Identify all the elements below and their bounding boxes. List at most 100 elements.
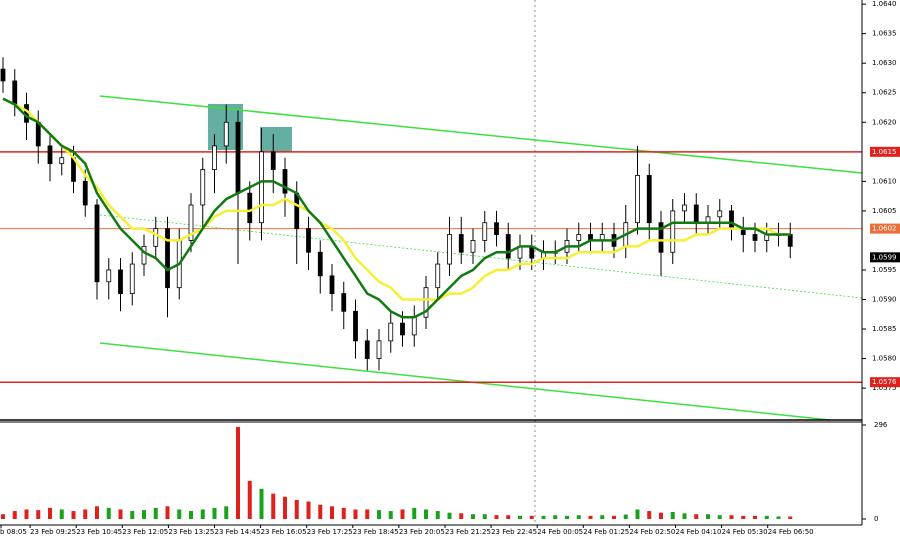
x-tick-label: 23 Feb 18:45 [353, 528, 399, 536]
signal-box [260, 127, 292, 152]
level-label: 1.0615 [872, 148, 897, 156]
volume-bar [623, 514, 628, 519]
volume-bar [576, 515, 581, 519]
volume-bar [588, 515, 593, 519]
plot [0, 57, 862, 519]
volume-bar [729, 515, 734, 519]
x-tick-label: 23 Feb 14:45 [215, 528, 261, 536]
candle-body [12, 80, 18, 105]
volume-bar [212, 507, 217, 519]
candle-body [153, 228, 159, 247]
price-label: 1.0599 [872, 253, 897, 261]
y-tick-label: 1.0610 [872, 177, 897, 185]
candle-body [635, 175, 640, 224]
candle-body [646, 175, 652, 224]
volume-bar [424, 509, 428, 519]
volume-bar [565, 515, 569, 519]
volume-bar [365, 509, 370, 519]
x-tick-label: 23 Feb 09:25 [30, 528, 76, 536]
volume-bar [412, 507, 417, 519]
x-tick-label: 23 Feb 12:05 [122, 528, 168, 536]
candle-body [188, 204, 194, 241]
volume-bar [224, 506, 229, 519]
volume-bar [788, 516, 793, 519]
volume-bar [118, 509, 123, 519]
candle-body [693, 204, 699, 224]
volume-bar [494, 515, 499, 519]
candle-body [329, 275, 335, 294]
volume-bar [670, 512, 675, 519]
volume-bar [753, 515, 757, 519]
volume-bar [83, 509, 88, 519]
candle-body [59, 157, 65, 165]
volume-bar [24, 509, 29, 519]
volume-bar [259, 488, 264, 519]
volume-bar [553, 515, 558, 519]
candle-body [306, 228, 311, 253]
level-label-box [870, 223, 900, 234]
candle-body [670, 210, 676, 253]
volume-bar [236, 426, 240, 519]
y-tick-label: 1.0575 [872, 384, 897, 392]
x-tick-label: 24 Feb 02:50 [629, 528, 675, 536]
volume-bar [59, 509, 64, 519]
volume-bar [341, 507, 346, 519]
candle-body [118, 269, 123, 294]
volume-bar [647, 511, 652, 519]
volume-bar [318, 504, 323, 519]
volume-bar [694, 514, 699, 519]
volume-bar [95, 506, 99, 519]
volume-bar [306, 501, 311, 519]
candle-body [376, 340, 382, 359]
candle-body [247, 192, 253, 224]
y-tick-label: 1.0630 [872, 59, 897, 67]
volume-bar [435, 511, 440, 519]
candle-body [129, 263, 135, 294]
volume-bar [12, 511, 17, 519]
volume-bar [706, 514, 710, 519]
y-tick-label: 1.0590 [872, 295, 897, 303]
volume-bar [482, 514, 487, 519]
x-tick-label: 24 Feb 04:10 [676, 528, 722, 536]
volume-bar [400, 509, 405, 519]
candle-body [752, 234, 758, 241]
candle-body [458, 234, 464, 253]
y-tick-label: 1.0585 [872, 325, 897, 333]
volume-bar [459, 513, 464, 519]
candle-body [505, 234, 511, 259]
candle-body [165, 228, 170, 289]
volume-bar [741, 515, 746, 519]
trend-line [99, 95, 863, 174]
candle-body [470, 240, 476, 253]
candle-body [282, 169, 288, 194]
y-tick-label: 1.0605 [872, 207, 897, 215]
x-tick-label: 23 Feb 16:05 [261, 528, 307, 536]
x-tick-label: 24 Feb 05:30 [722, 528, 768, 536]
candle-body [787, 234, 793, 247]
volume-bar [388, 511, 393, 519]
volume-bar [106, 507, 111, 519]
volume-bar [471, 514, 475, 519]
level-label-box [870, 377, 900, 388]
volume-bar [447, 512, 452, 519]
candle-body [223, 121, 229, 147]
volume-bar [612, 515, 616, 519]
candle-body [212, 145, 217, 170]
y-tick-label: 1.0635 [872, 30, 897, 38]
candle-body [400, 322, 405, 336]
moving-average [2, 97, 791, 301]
y-tick-label: 1.0595 [872, 266, 897, 274]
candle-body [729, 210, 734, 230]
volume-bar [271, 493, 276, 519]
candle-body [270, 151, 276, 170]
price-label-box [870, 252, 900, 263]
candle-body [94, 204, 100, 283]
candle-body [317, 251, 323, 277]
moving-average [2, 97, 791, 319]
volume-bar [200, 509, 205, 519]
volume-bar [165, 506, 170, 519]
volume-bar [177, 509, 182, 519]
y-tick-label: 296 [874, 421, 888, 429]
volume-bar [330, 506, 334, 519]
